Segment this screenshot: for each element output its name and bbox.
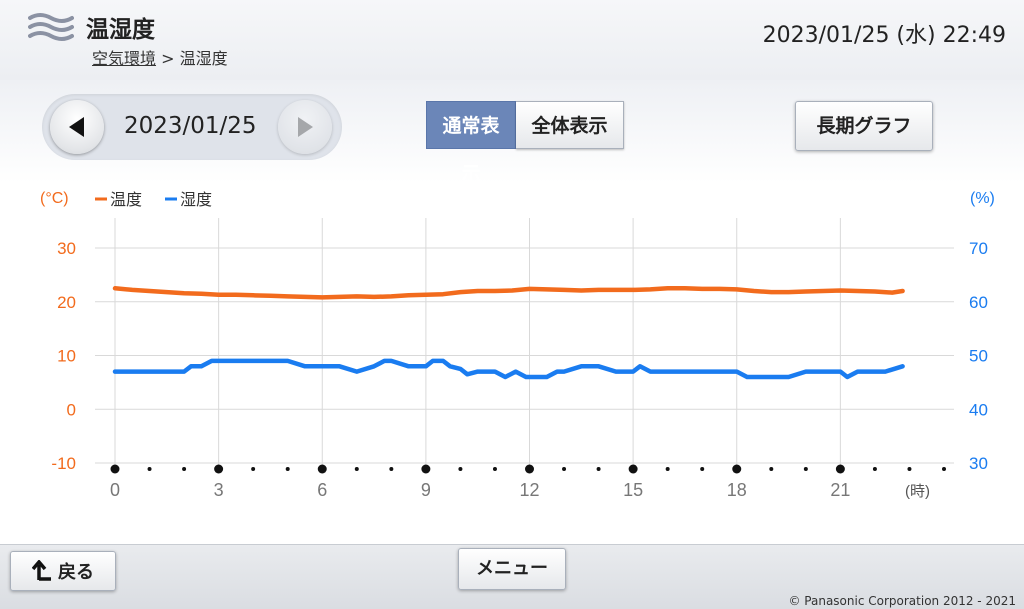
y-left-tick-label: 0 [67,400,76,419]
footer-bar: 戻る メニュー © Panasonic Corporation 2012 - 2… [0,544,1024,609]
air-waves-icon [28,13,74,41]
x-tick-label: 18 [727,480,747,500]
legend-label: 温度 [110,191,142,209]
back-button[interactable]: 戻る [10,551,116,591]
menu-button[interactable]: メニュー [458,548,566,590]
x-tick-label: 0 [110,480,120,500]
x-minor-tick-dot [354,467,359,471]
x-tick-label: 21 [830,480,850,500]
humidity-series-line [112,358,905,380]
x-unit-label: (時) [905,483,930,500]
page-title: 温湿度 [86,17,155,43]
breadcrumb-link-air-environment[interactable]: 空気環境 [92,49,157,68]
previous-day-button[interactable] [50,100,104,154]
y-left-tick-label: 10 [57,347,76,366]
x-minor-tick-dot [492,467,497,471]
triangle-right-icon [298,117,313,137]
temperature-humidity-chart: 30 70 20 60 10 50 0 40 -10 30 0 3 6 9 12 15 18 21 (°C) (%) (… [40,190,995,500]
triangle-left-icon [69,117,84,137]
y-right-tick-label: 50 [969,347,988,366]
breadcrumb: 空気環境 > 温湿度 [92,45,228,69]
x-major-tick-dot [628,464,638,474]
x-minor-tick-dot [182,467,187,471]
x-minor-tick-dot [562,467,567,471]
y-left-unit-label: (°C) [40,190,69,207]
copyright-text: © Panasonic Corporation 2012 - 2021 [788,594,1016,608]
x-minor-tick-dot [700,467,705,471]
x-major-tick-dot [835,464,845,474]
x-major-tick-dot [421,464,431,474]
x-tick-label: 12 [519,480,539,500]
x-minor-tick-dot [389,467,394,471]
next-day-button[interactable] [278,100,332,154]
x-minor-tick-dot [285,467,290,471]
x-tick-label: 15 [623,480,643,500]
x-minor-tick-dot [596,467,601,471]
x-minor-tick-dot [458,467,463,471]
y-left-tick-label: 20 [57,293,76,312]
x-tick-label: 6 [317,480,327,500]
y-right-tick-label: 30 [969,454,988,473]
breadcrumb-separator: > [161,49,175,68]
x-major-tick-dot [525,464,534,474]
x-minor-tick-dot [803,467,808,471]
x-tick-label: 3 [214,480,224,500]
breadcrumb-current: 温湿度 [179,49,228,68]
back-button-label: 戻る [58,562,94,583]
x-major-tick-dot [214,464,224,474]
x-major-tick-dot [732,464,742,474]
x-major-tick-dot [317,464,327,474]
x-minor-tick-dot [251,467,256,471]
date-navigator: 2023/01/25 [42,94,342,160]
normal-view-button[interactable]: 通常表示 [426,101,516,185]
y-right-unit-label: (%) [970,190,995,207]
y-right-tick-label: 60 [969,293,988,312]
x-major-tick-dot [110,464,120,474]
x-minor-tick-dot [147,467,152,471]
y-right-tick-label: 40 [969,400,988,419]
y-left-tick-label: 30 [57,239,76,258]
y-right-tick-label: 70 [969,239,988,258]
x-minor-tick-dot [907,467,912,471]
x-minor-tick-dot [942,467,946,471]
y-left-tick-label: -10 [51,454,76,473]
header-bar: 温湿度 空気環境 > 温湿度 2023/01/25 (水) 22:49 [0,0,1024,80]
x-minor-tick-dot [769,467,774,471]
return-arrow-icon [32,560,51,581]
x-minor-tick-dot [872,467,877,471]
legend-label: 湿度 [180,191,212,209]
x-minor-tick-dot [665,467,670,471]
long-term-graph-button[interactable]: 長期グラフ [795,101,933,151]
current-date: 2023/01/25 [124,113,257,139]
current-datetime: 2023/01/25 (水) 22:49 [762,23,1006,48]
full-view-button[interactable]: 全体表示 [516,101,624,149]
view-mode-toggle: 通常表示 全体表示 [426,101,624,185]
x-tick-label: 9 [421,480,431,500]
temperature-series-line [112,286,905,300]
